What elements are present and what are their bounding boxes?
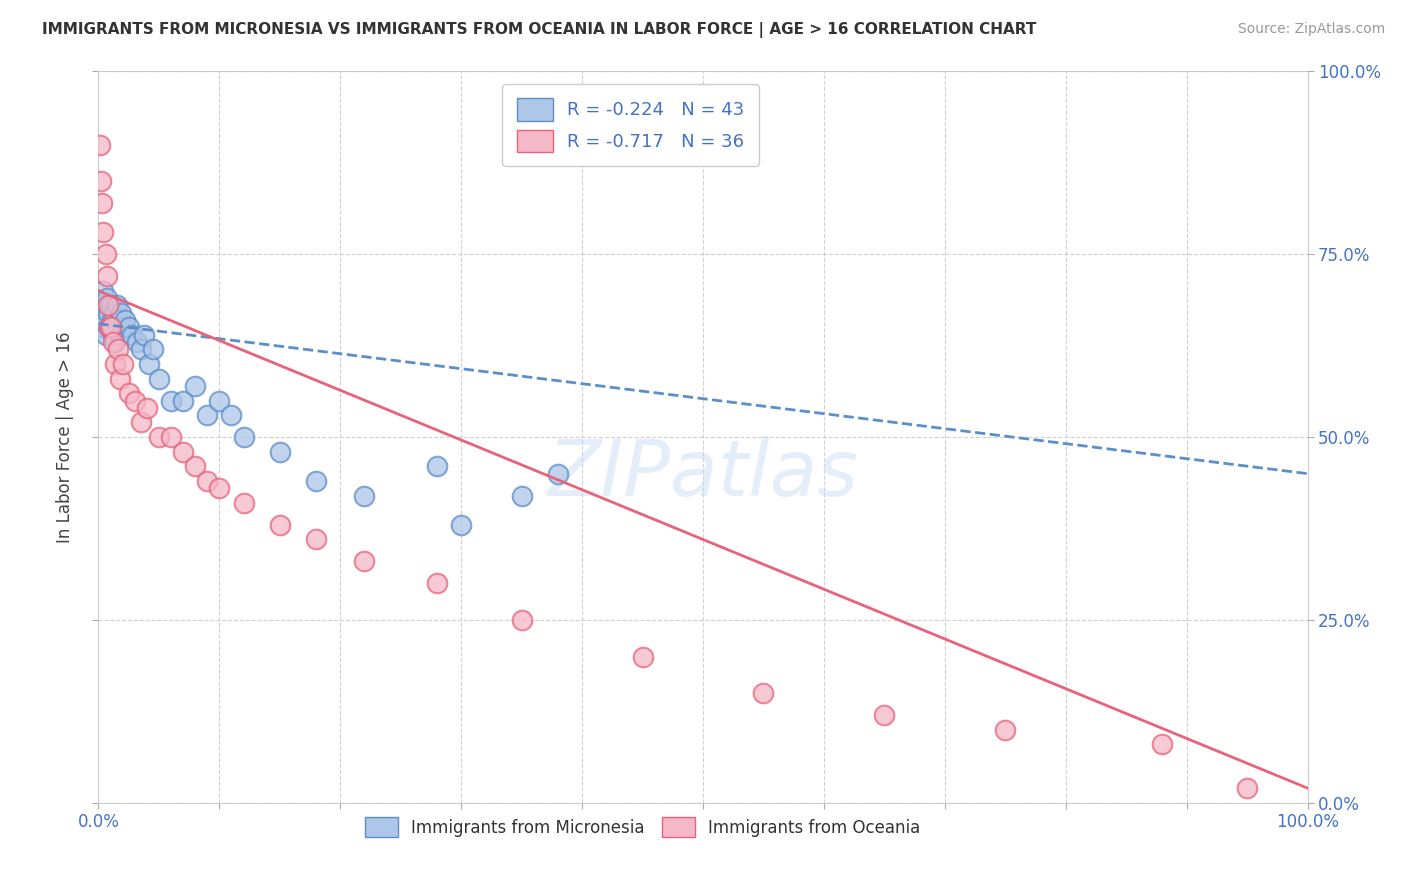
- Point: [208, 393, 231, 408]
- Legend: Immigrants from Micronesia, Immigrants from Oceania: Immigrants from Micronesia, Immigrants f…: [356, 809, 929, 846]
- Point: [103, 306, 125, 320]
- Point: [305, 533, 328, 547]
- Point: [232, 496, 254, 510]
- Point: [232, 430, 254, 444]
- Point: [89, 306, 111, 320]
- Point: [269, 444, 291, 458]
- Point: [118, 320, 141, 334]
- Point: [110, 306, 132, 320]
- Point: [111, 320, 134, 334]
- Point: [101, 334, 124, 349]
- Point: [510, 613, 533, 627]
- Point: [426, 459, 449, 474]
- Point: [160, 430, 183, 444]
- Point: [994, 723, 1017, 737]
- Point: [94, 247, 117, 261]
- Point: [91, 284, 114, 298]
- Point: [547, 467, 569, 481]
- Point: [221, 408, 243, 422]
- Y-axis label: In Labor Force | Age > 16: In Labor Force | Age > 16: [56, 331, 75, 543]
- Point: [104, 334, 127, 349]
- Point: [108, 327, 131, 342]
- Point: [105, 298, 128, 312]
- Point: [121, 327, 143, 342]
- Point: [100, 313, 122, 327]
- Point: [96, 269, 118, 284]
- Point: [353, 554, 375, 568]
- Point: [148, 430, 170, 444]
- Point: [107, 320, 129, 334]
- Point: [195, 474, 218, 488]
- Point: [305, 474, 328, 488]
- Point: [160, 393, 183, 408]
- Point: [91, 196, 114, 211]
- Point: [100, 320, 122, 334]
- Point: [172, 393, 194, 408]
- Point: [142, 343, 165, 357]
- Point: [108, 371, 131, 385]
- Point: [873, 708, 896, 723]
- Point: [138, 357, 160, 371]
- Point: [97, 298, 120, 312]
- Point: [135, 401, 157, 415]
- Point: [111, 357, 134, 371]
- Point: [127, 334, 149, 349]
- Point: [134, 327, 156, 342]
- Point: [114, 313, 136, 327]
- Point: [104, 357, 127, 371]
- Point: [269, 517, 291, 532]
- Point: [118, 386, 141, 401]
- Point: [195, 408, 218, 422]
- Point: [129, 343, 152, 357]
- Point: [90, 298, 112, 312]
- Point: [1236, 781, 1258, 796]
- Text: IMMIGRANTS FROM MICRONESIA VS IMMIGRANTS FROM OCEANIA IN LABOR FORCE | AGE > 16 : IMMIGRANTS FROM MICRONESIA VS IMMIGRANTS…: [42, 22, 1036, 38]
- Text: Source: ZipAtlas.com: Source: ZipAtlas.com: [1237, 22, 1385, 37]
- Point: [97, 306, 120, 320]
- Point: [450, 517, 472, 532]
- Point: [100, 298, 122, 312]
- Point: [124, 393, 146, 408]
- Point: [129, 416, 152, 430]
- Point: [108, 313, 131, 327]
- Point: [98, 320, 121, 334]
- Point: [90, 174, 112, 188]
- Point: [1152, 737, 1174, 751]
- Point: [184, 459, 207, 474]
- Point: [353, 489, 375, 503]
- Point: [89, 137, 111, 152]
- Point: [631, 649, 654, 664]
- Point: [96, 291, 118, 305]
- Point: [93, 313, 115, 327]
- Point: [752, 686, 775, 700]
- Text: ZIPatlas: ZIPatlas: [547, 435, 859, 512]
- Point: [91, 320, 114, 334]
- Point: [510, 489, 533, 503]
- Point: [426, 576, 449, 591]
- Point: [94, 327, 117, 342]
- Point: [148, 371, 170, 385]
- Point: [91, 225, 114, 239]
- Point: [172, 444, 194, 458]
- Point: [107, 343, 129, 357]
- Point: [184, 379, 207, 393]
- Point: [98, 320, 121, 334]
- Point: [101, 327, 124, 342]
- Point: [208, 481, 231, 495]
